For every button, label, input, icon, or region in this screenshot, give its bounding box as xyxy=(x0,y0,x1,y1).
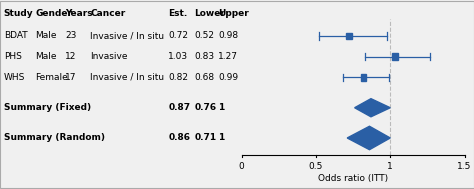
Text: 0.86: 0.86 xyxy=(168,133,190,143)
Text: 0.82: 0.82 xyxy=(168,73,188,82)
Text: 1: 1 xyxy=(218,133,224,143)
Text: 0.98: 0.98 xyxy=(218,31,238,40)
Text: 0.99: 0.99 xyxy=(218,73,238,82)
Text: 1: 1 xyxy=(387,162,393,171)
Text: Male: Male xyxy=(36,52,57,61)
Bar xyxy=(346,33,352,39)
Text: Gender: Gender xyxy=(36,9,73,18)
Text: Years: Years xyxy=(65,9,93,18)
Text: Summary (Fixed): Summary (Fixed) xyxy=(4,103,91,112)
Text: Invasive: Invasive xyxy=(90,52,128,61)
Text: BDAT: BDAT xyxy=(4,31,27,40)
Text: 0.71: 0.71 xyxy=(194,133,217,143)
Text: Invasive / In situ: Invasive / In situ xyxy=(90,31,164,40)
Text: Summary (Random): Summary (Random) xyxy=(4,133,105,143)
Text: 0.52: 0.52 xyxy=(194,31,214,40)
Text: Est.: Est. xyxy=(168,9,188,18)
Polygon shape xyxy=(355,99,390,117)
Text: Upper: Upper xyxy=(218,9,249,18)
Text: 0.5: 0.5 xyxy=(309,162,323,171)
Text: 0.76: 0.76 xyxy=(194,103,217,112)
Text: WHS: WHS xyxy=(4,73,25,82)
Bar xyxy=(361,74,366,81)
Text: 1.27: 1.27 xyxy=(218,52,238,61)
Text: Cancer: Cancer xyxy=(90,9,125,18)
Text: Invasive / In situ: Invasive / In situ xyxy=(90,73,164,82)
Text: 23: 23 xyxy=(65,31,77,40)
Text: Female: Female xyxy=(36,73,68,82)
Text: 0.72: 0.72 xyxy=(168,31,188,40)
Text: 0.83: 0.83 xyxy=(194,52,214,61)
Text: 17: 17 xyxy=(65,73,77,82)
Text: 0.87: 0.87 xyxy=(168,103,191,112)
Text: 1.5: 1.5 xyxy=(457,162,472,171)
Text: 12: 12 xyxy=(65,52,77,61)
Text: 0.68: 0.68 xyxy=(194,73,214,82)
Text: Study: Study xyxy=(4,9,33,18)
Text: Male: Male xyxy=(36,31,57,40)
Text: 0: 0 xyxy=(239,162,245,171)
Text: Lower: Lower xyxy=(194,9,225,18)
Text: PHS: PHS xyxy=(4,52,22,61)
Bar xyxy=(392,53,398,60)
Text: 1.03: 1.03 xyxy=(168,52,188,61)
Polygon shape xyxy=(347,126,390,150)
Text: Odds ratio (ITT): Odds ratio (ITT) xyxy=(318,174,388,183)
Text: 1: 1 xyxy=(218,103,224,112)
